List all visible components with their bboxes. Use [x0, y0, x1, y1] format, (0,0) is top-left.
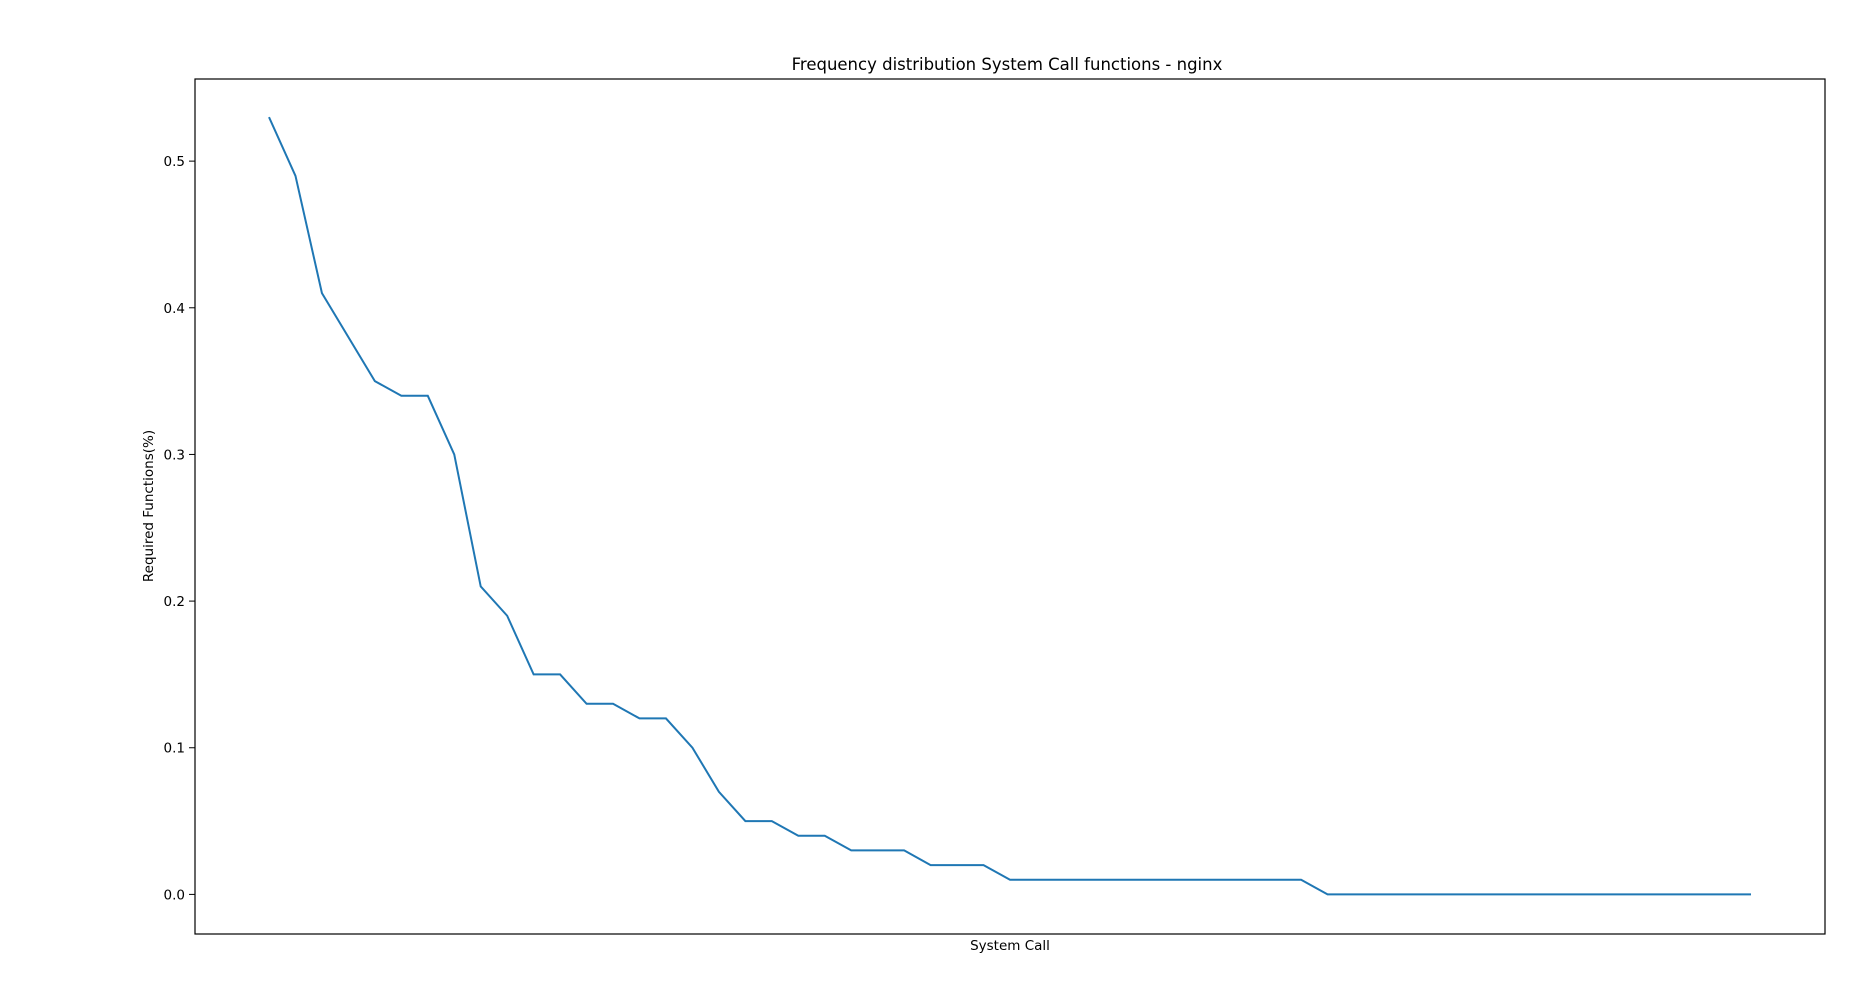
plot-area [194, 78, 1826, 935]
series-line [268, 116, 1751, 896]
y-tick-label: 0.0 [164, 887, 185, 903]
x-axis-label: System Call [970, 938, 1050, 954]
y-tick-label: 0.5 [164, 154, 185, 170]
chart-title: Frequency distribution System Call funct… [792, 55, 1223, 74]
y-axis: 0.0 0.1 0.2 0.3 0.4 0.5 [164, 154, 195, 903]
y-tick-label: 0.2 [164, 594, 185, 610]
y-tick-label: 0.3 [164, 447, 185, 463]
y-tick-label: 0.4 [164, 301, 185, 317]
y-tick-label: 0.1 [164, 741, 185, 757]
y-axis-label: Required Functions(%) [141, 430, 157, 582]
